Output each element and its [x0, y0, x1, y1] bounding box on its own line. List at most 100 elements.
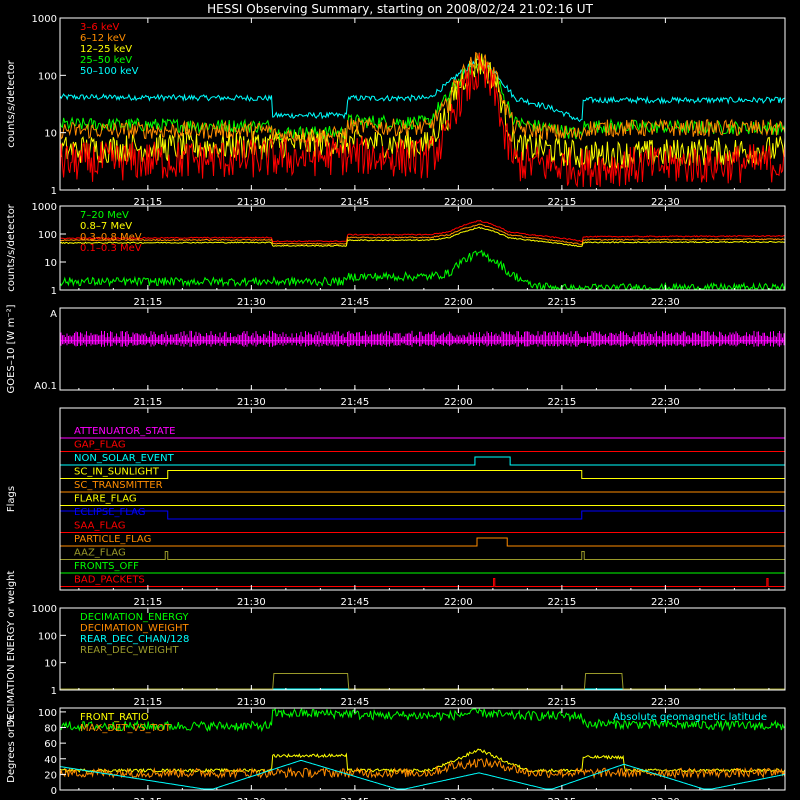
flag-line — [60, 470, 785, 479]
goes-xtick-label: 22:00 — [444, 397, 473, 408]
decim-ytick-label: 100 — [38, 631, 57, 642]
lowE-legend-label: 3–6 keV — [80, 22, 119, 33]
decim-series-line — [60, 673, 785, 690]
panel-goes: A A0.1 21:15 21:30 21:45 22:00 22:15 22:30 GOES–… — [6, 304, 786, 408]
front-ytick-label: 0 — [51, 786, 57, 797]
panel-decim: 1 10 100 1000 DECIMATION_ENERGYDECIMATION_WE… — [6, 570, 786, 727]
front-legend-geolat: Absolute geomagnetic latitude — [613, 712, 767, 723]
highE-legend-label: 0.8–7 MeV — [80, 221, 132, 232]
goes-xtick-label: 21:45 — [340, 397, 369, 408]
decim-legend-label: REAR_DEC_CHAN/128 — [80, 634, 189, 645]
flag-label: BAD_PACKETS — [74, 575, 145, 586]
flags-xtick-label: 21:45 — [340, 597, 369, 608]
decim-xtick-label: 21:45 — [340, 697, 369, 708]
lowE-legend-label: 12–25 keV — [80, 44, 132, 55]
front-legend-label: MAX_DET_VS_TOT — [80, 723, 172, 734]
flag-label: SC_IN_SUNLIGHT — [74, 467, 160, 478]
decim-ytick-label: 10 — [44, 659, 57, 670]
goes-xtick-label: 22:30 — [651, 397, 680, 408]
decim-legend-label: REAR_DEC_WEIGHT — [80, 645, 179, 656]
lowE-series-line — [59, 53, 786, 169]
front-xtick-label: 21:15 — [133, 797, 162, 800]
front-series-line — [59, 707, 786, 733]
lowE-ytick-label: 10 — [44, 129, 57, 140]
highE-series-line — [59, 226, 786, 247]
flag-label: SAA_FLAG — [74, 521, 125, 532]
goes-xtick-label: 22:15 — [547, 397, 576, 408]
front-series-line — [59, 748, 786, 774]
lowE-series-line — [59, 59, 786, 141]
flag-line — [60, 537, 785, 547]
lowE-series-line — [59, 51, 786, 145]
goes-xtick-label: 21:15 — [133, 397, 162, 408]
decim-ylabel: DECIMATION ENERGY or weight — [6, 570, 17, 727]
flags-xtick-label: 22:15 — [547, 597, 576, 608]
goes-ytick-label: A0.1 — [34, 381, 57, 392]
decim-xtick-label: 22:30 — [651, 697, 680, 708]
lowE-xtick-label: 22:30 — [651, 197, 680, 208]
highE-legend-label: 0.3–0.8 MeV — [80, 232, 142, 243]
lowE-series-line — [59, 58, 786, 123]
decim-ytick-label: 1000 — [32, 604, 57, 615]
flag-line — [60, 578, 785, 587]
lowE-xtick-label: 22:15 — [547, 197, 576, 208]
highE-xtick-label: 21:15 — [133, 297, 162, 308]
lowE-frame — [59, 17, 786, 191]
decim-legend-label: DECIMATION_ENERGY — [80, 612, 189, 623]
panel-flags: ATTENUATOR_STATE GAP_FLAG NON_SOLAR_EVENT S… — [6, 407, 786, 608]
highE-xtick-label: 21:30 — [237, 297, 266, 308]
highE-xtick-label: 22:00 — [444, 297, 473, 308]
front-xtick-label: 22:00 — [444, 797, 473, 800]
front-ytick-label: 60 — [44, 739, 57, 750]
lowE-legend-label: 50–100 keV — [80, 66, 139, 77]
highE-ytick-label: 1000 — [32, 202, 57, 213]
lowE-ylabel: counts/s/detector — [6, 59, 17, 147]
front-series-line — [59, 760, 786, 790]
lowE-ytick-label: 1 — [51, 186, 57, 197]
highE-frame — [59, 205, 786, 291]
lowE-xtick-label: 21:30 — [237, 197, 266, 208]
highE-series-line — [59, 223, 786, 246]
decim-frame — [59, 607, 786, 691]
front-xtick-label: 21:30 — [237, 797, 266, 800]
highE-ytick-label: 10 — [44, 258, 57, 269]
flag-label: ATTENUATOR_STATE — [74, 426, 175, 437]
lowE-legend-label: 6–12 keV — [80, 33, 126, 44]
front-legend-label: FRONT_RATIO — [80, 712, 149, 723]
flags-xtick-label: 21:15 — [133, 597, 162, 608]
front-ytick-label: 20 — [44, 770, 57, 781]
decim-xtick-label: 21:15 — [133, 697, 162, 708]
flag-label: PARTICLE_FLAG — [74, 534, 151, 545]
highE-ytick-label: 1 — [51, 286, 57, 297]
goes-xtick-label: 21:30 — [237, 397, 266, 408]
front-xtick-label: 22:15 — [547, 797, 576, 800]
flag-label: FRONTS_OFF — [74, 561, 139, 572]
highE-xtick-label: 22:15 — [547, 297, 576, 308]
highE-xtick-label: 22:30 — [651, 297, 680, 308]
highE-legend-label: 0.1–0.3 MeV — [80, 243, 142, 254]
highE-series-line — [59, 249, 786, 291]
flag-line — [60, 456, 785, 466]
lowE-ytick-label: 1000 — [32, 14, 57, 25]
goes-frame — [59, 307, 786, 391]
highE-ylabel: counts/s/detector — [6, 203, 17, 291]
lowE-xtick-label: 21:15 — [133, 197, 162, 208]
lowE-xtick-label: 21:45 — [340, 197, 369, 208]
flag-label: AAZ_FLAG — [74, 548, 126, 559]
front-xtick-label: 21:45 — [340, 797, 369, 800]
front-ylabel: Degrees or % — [6, 715, 17, 783]
lowE-ytick-label: 100 — [38, 71, 57, 82]
decim-xtick-label: 22:15 — [547, 697, 576, 708]
goes-ytick-label: A — [50, 309, 57, 320]
flags-ylabel: Flags — [6, 486, 17, 512]
lowE-legend-label: 25–50 keV — [80, 55, 132, 66]
highE-legend-label: 7–20 MeV — [80, 210, 129, 221]
flag-label: GAP_FLAG — [74, 440, 126, 451]
front-xtick-label: 22:30 — [651, 797, 680, 800]
highE-xtick-label: 21:45 — [340, 297, 369, 308]
flag-line — [60, 551, 785, 560]
flag-label: FLARE_FLAG — [74, 494, 137, 505]
flags-frame — [59, 407, 786, 591]
